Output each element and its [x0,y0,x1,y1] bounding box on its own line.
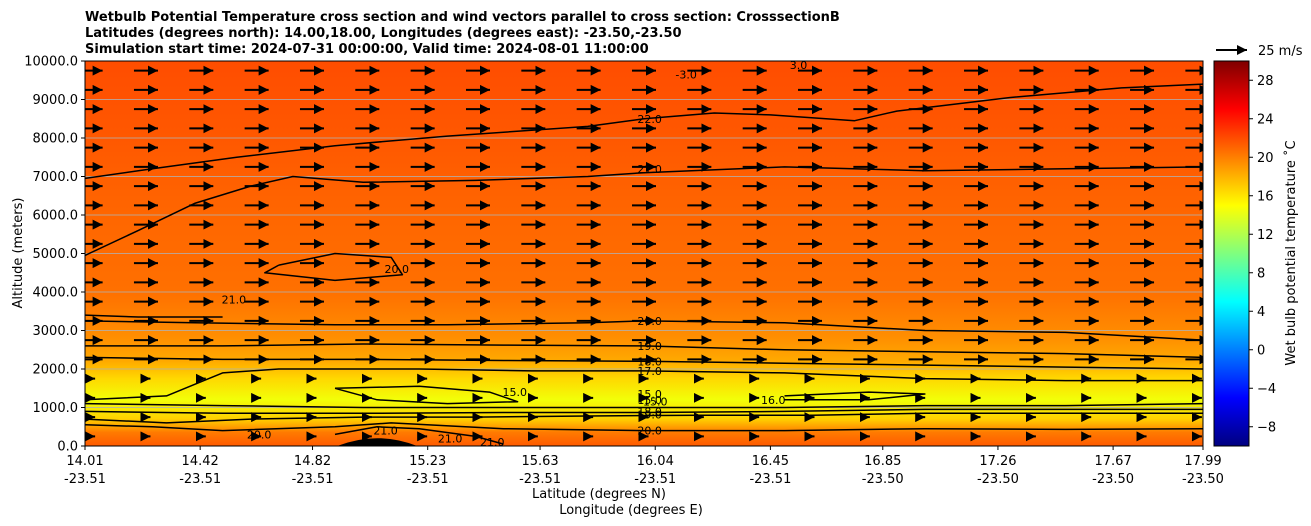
contour-label: 15.0 [503,386,528,399]
x-axis-label-longitude: Longitude (degrees E) [559,503,703,518]
x-tick-label-lat: 16.85 [864,454,901,469]
colorbar-tick-label: 24 [1257,112,1274,127]
wind-vectors [85,65,1203,442]
y-tick-label: 1000.0 [33,401,79,416]
contour-line [334,426,504,445]
colorbar-tick-label: 20 [1257,151,1274,166]
y-tick-label: 6000.0 [33,209,79,224]
contour-label: 21.0 [438,432,463,445]
plot-area: -3.03.022.021.020.021.020.019.018.017.01… [85,59,1203,449]
x-tick-label-lat: 14.82 [294,454,331,469]
x-tick-label-lat: 14.01 [66,454,103,469]
colorbar-tick-label: −4 [1257,382,1276,397]
y-tick-label: 10000.0 [24,55,78,70]
contour-line [85,402,1203,409]
contour-line [85,314,223,318]
contour-line [85,422,1203,432]
contour-label: 3.0 [790,59,808,72]
x-tick-label-lat: 14.42 [182,454,219,469]
x-tick-label-lon: -23.51 [749,472,791,487]
quiver-key-label: 25 m/s [1258,44,1303,59]
chart-title-line-3: Simulation start time: 2024-07-31 00:00:… [85,42,649,57]
x-tick-label-lat: 15.23 [409,454,446,469]
contour-label: 18.0 [637,405,662,418]
x-tick-label-lat: 17.26 [979,454,1016,469]
contour-line [85,343,1203,359]
contour-label: 20.0 [637,425,662,438]
x-tick-label-lat: 17.99 [1184,454,1221,469]
y-axis: 0.0 1000.0 2000.0 3000.0 4000.0 5000.0 6000.0 7… [24,55,85,455]
colorbar-tick-label: 4 [1257,305,1265,320]
x-tick-label-lat: 17.67 [1095,454,1132,469]
x-tick-label-lon: -23.51 [519,472,561,487]
x-tick-label-lat: 16.45 [752,454,789,469]
x-tick-label-lat: 16.04 [637,454,674,469]
chart-title-line-1: Wetbulb Potential Temperature cross sect… [85,10,840,25]
y-axis-label: Altitude (meters) [11,198,26,309]
chart-title-line-2: Latitudes (degrees north): 14.00,18.00, … [85,26,682,41]
contour-label: 15.0 [637,388,662,401]
contour-label: 21.0 [480,436,505,449]
y-tick-label: 8000.0 [33,132,79,147]
x-tick-label-lon: -23.51 [407,472,449,487]
contour-label: 15.0 [643,396,668,409]
gridlines [85,99,1203,408]
contour-label: 21.0 [222,294,247,307]
x-tick-label-lon: -23.51 [64,472,106,487]
contour-line [85,83,1203,180]
contour-label: 19.0 [637,408,662,421]
x-tick-label-lon: -23.50 [862,472,904,487]
contour-label: 21.0 [637,163,662,176]
contour-label: 21.0 [373,425,398,438]
contour-label: 17.0 [637,365,662,378]
x-axis-label-latitude: Latitude (degrees N) [532,487,666,502]
x-tick-label-lon: -23.51 [179,472,221,487]
contour-label: 18.0 [637,355,662,368]
contour-line [85,356,1203,370]
x-tick-label-lon: -23.51 [634,472,676,487]
x-tick-label-lon: -23.51 [292,472,334,487]
colorbar-tick-label: 28 [1257,74,1274,89]
y-tick-label: 2000.0 [33,363,79,378]
y-tick-label: 9000.0 [33,93,79,108]
contour-labels: -3.03.022.021.020.021.020.019.018.017.01… [222,59,808,449]
y-tick-label: 5000.0 [33,247,79,262]
colorbar-tick-label: 8 [1257,266,1265,281]
contour-line [264,252,404,282]
colorbar-label: Wet bulb potential temperature ˚C [1283,140,1299,365]
x-tick-label-lon: -23.50 [977,472,1019,487]
x-axis: 14.01 -23.51 14.42 -23.51 14.82 -23.51 15.23 -2… [64,446,1224,487]
colorbar-ticks: −8 −4 0 4 8 12 16 20 24 28 [1249,74,1276,435]
y-tick-label: 0.0 [57,440,78,455]
colorbar-tick-label: 12 [1257,228,1274,243]
y-tick-label: 4000.0 [33,286,79,301]
contour-line [334,385,519,405]
contour-label: 22.0 [637,113,662,126]
colorbar [1213,60,1250,447]
x-tick-label-lon: -23.50 [1092,472,1134,487]
y-tick-label: 3000.0 [33,324,79,339]
contour-label: 19.0 [637,340,662,353]
terrain [337,438,418,446]
colorbar-tick-label: 16 [1257,189,1274,204]
contour-label: 20.0 [247,428,272,441]
x-tick-label-lon: -23.50 [1182,472,1224,487]
colorbar-tick-label: 0 [1257,343,1265,358]
contour-label: 15.0 [637,394,662,407]
contour-label: 16.0 [761,394,786,407]
contour-label: -3.0 [675,68,696,81]
x-tick-label-lat: 15.63 [521,454,558,469]
contour-label: 20.0 [637,315,662,328]
colorbar-tick-label: −8 [1257,420,1276,435]
contour-label: 20.0 [385,263,410,276]
y-tick-label: 7000.0 [33,170,79,185]
